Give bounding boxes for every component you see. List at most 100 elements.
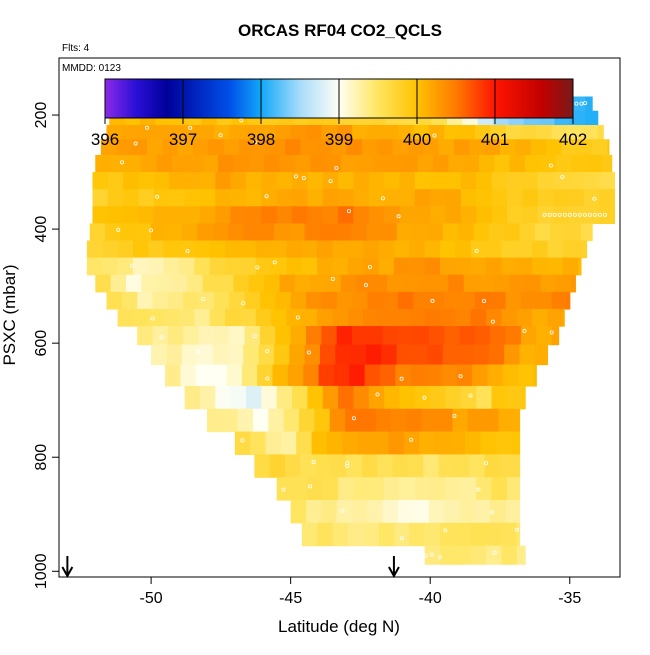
- heatmap-cell: [412, 344, 429, 366]
- heatmap-cell: [326, 431, 343, 455]
- heatmap-cell: [565, 223, 582, 242]
- heatmap-cell: [407, 454, 424, 478]
- heatmap-cell: [86, 240, 103, 259]
- heatmap-cell: [486, 522, 502, 547]
- heatmap-cell: [532, 308, 549, 327]
- heatmap-cell: [423, 454, 440, 478]
- heatmap-cell: [506, 172, 523, 190]
- heatmap-cell: [194, 308, 211, 327]
- heatmap-cell: [286, 257, 303, 276]
- heatmap-cell: [92, 206, 109, 224]
- heatmap-cell: [428, 291, 445, 310]
- heatmap-cell: [340, 154, 357, 173]
- heatmap-cell: [279, 154, 296, 173]
- heatmap-cell: [476, 206, 493, 224]
- colorbar-tick-label: 401: [481, 130, 509, 149]
- heatmap-cell: [458, 223, 475, 242]
- heatmap-cell: [153, 189, 170, 207]
- heatmap-cell: [335, 223, 352, 242]
- heatmap-cell: [551, 326, 560, 346]
- heatmap-cell: [125, 154, 142, 173]
- heatmap-cell: [427, 344, 444, 366]
- heatmap-cell: [455, 545, 472, 565]
- heatmap-cell: [248, 154, 265, 173]
- heatmap-cell: [248, 274, 265, 293]
- chart-title: ORCAS RF04 CO2_QCLS: [238, 21, 442, 40]
- heatmap-cell: [240, 240, 257, 259]
- sample-point: [443, 528, 448, 533]
- heatmap-cell: [338, 172, 355, 190]
- heatmap-cell: [223, 139, 240, 156]
- heatmap-cell: [582, 125, 599, 140]
- heatmap-cell: [386, 154, 403, 173]
- heatmap-cell: [568, 189, 585, 207]
- sample-point: [474, 248, 479, 253]
- colorbar-tick-label: 400: [403, 130, 431, 149]
- heatmap-cell: [448, 274, 465, 293]
- heatmap-cell: [501, 545, 518, 565]
- heatmap-cell: [474, 326, 491, 346]
- heatmap-cell: [578, 240, 588, 259]
- heatmap-cell: [547, 308, 564, 327]
- sample-point: [145, 125, 150, 130]
- colorbar-tick-label: 399: [325, 130, 353, 149]
- sample-point: [484, 461, 489, 466]
- heatmap-cell: [377, 139, 394, 156]
- heatmap-cell: [366, 223, 382, 242]
- heatmap-cell: [368, 477, 385, 501]
- heatmap-cell: [148, 257, 165, 276]
- heatmap-cell: [515, 139, 532, 156]
- heatmap-cell: [230, 385, 247, 410]
- heatmap-cell: [398, 291, 415, 310]
- heatmap-cell: [536, 291, 553, 310]
- sample-point: [239, 118, 244, 123]
- heatmap-cell: [403, 431, 420, 455]
- heatmap-cell: [474, 125, 491, 140]
- heatmap-cell: [522, 385, 526, 410]
- heatmap-cell: [537, 206, 554, 224]
- heatmap-cell: [292, 206, 308, 224]
- heatmap-cell: [363, 308, 380, 327]
- heatmap-cell: [516, 522, 521, 547]
- heatmap-cell: [269, 454, 286, 478]
- heatmap-cell: [568, 172, 585, 190]
- heatmap-cell: [525, 274, 542, 293]
- sample-point: [149, 228, 154, 233]
- heatmap-cell: [148, 240, 165, 259]
- heatmap-cell: [368, 206, 385, 224]
- heatmap-cell: [276, 206, 293, 224]
- heatmap-cell: [417, 154, 434, 173]
- heatmap-cell: [241, 364, 258, 387]
- colorbar-tick-label: 398: [247, 130, 275, 149]
- heatmap-cell: [317, 522, 334, 547]
- y-tick-label: 1000: [33, 553, 50, 589]
- heatmap-cell: [407, 139, 424, 156]
- heatmap-cell: [336, 291, 353, 310]
- heatmap-cell: [123, 189, 140, 207]
- heatmap-cell: [352, 291, 369, 310]
- heatmap-cell: [135, 223, 152, 242]
- heatmap-cell: [162, 139, 179, 156]
- heatmap-cell: [522, 172, 539, 190]
- heatmap-cell: [290, 291, 307, 310]
- sample-point: [409, 437, 414, 442]
- sample-point: [218, 133, 223, 138]
- heatmap-cell: [433, 154, 449, 173]
- heatmap-cell: [540, 274, 557, 293]
- heatmap-cell: [322, 189, 339, 207]
- heatmap-cell: [215, 206, 232, 224]
- heatmap-cell: [402, 274, 419, 293]
- heatmap-cell: [234, 431, 251, 455]
- heatmap-cell: [368, 385, 385, 410]
- sample-point: [340, 508, 345, 513]
- heatmap-cell: [614, 172, 616, 190]
- heatmap-cell: [338, 385, 355, 410]
- heatmap-cell: [272, 364, 289, 387]
- heatmap-cell: [555, 274, 572, 293]
- sample-point: [265, 376, 270, 381]
- heatmap-cell: [474, 500, 491, 524]
- heatmap-cell: [296, 431, 313, 455]
- heatmap-cell: [452, 408, 469, 433]
- heatmap-cell: [322, 172, 339, 190]
